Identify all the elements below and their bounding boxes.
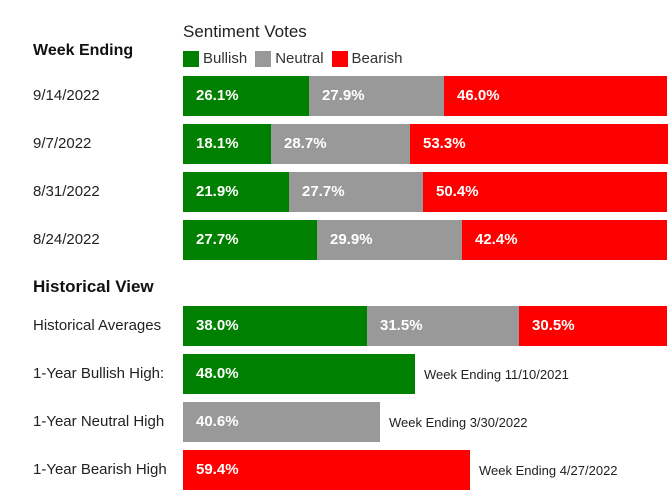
bar-segment-bearish [423,172,667,212]
bar-label-bearish: 46.0% [457,87,500,104]
historical-note: Week Ending 4/27/2022 [479,463,618,478]
historical-label-neutral: 40.6% [196,413,239,430]
legend-label-neutral: Neutral [275,50,324,67]
bar-segment-bearish [410,124,668,164]
bar-label-bullish: 18.1% [196,135,239,152]
bar-segment-bullish [183,220,317,260]
legend: Bullish Neutral Bearish [183,50,410,67]
legend-swatch-neutral [255,50,272,67]
historical-row-label: 1-Year Bullish High: [33,365,165,382]
historical-segment-neutral [183,402,380,442]
historical-label-bearish: 30.5% [532,317,575,334]
historical-label-bullish: 38.0% [196,317,239,334]
bar-label-neutral: 28.7% [284,135,327,152]
week-label: 9/7/2022 [33,135,92,152]
week-label: 8/24/2022 [33,231,100,248]
historical-segment-neutral [367,306,519,346]
legend-swatch-bearish [331,50,348,67]
historical-row-label: 1-Year Bearish High [33,461,167,478]
historical-view-header: Historical View [33,277,154,296]
historical-label-bullish: 48.0% [196,365,239,382]
bar-segment-neutral [289,172,423,212]
bar-segment-bearish [462,220,667,260]
bar-segment-bearish [444,76,667,116]
historical-row-label: 1-Year Neutral High [33,413,165,430]
historical-label-bearish: 59.4% [196,461,239,478]
week-label: 8/31/2022 [33,183,100,200]
bar-segment-bullish [183,76,309,116]
legend-title: Sentiment Votes [183,22,307,41]
bar-label-neutral: 29.9% [330,231,373,248]
bar-label-bearish: 42.4% [475,231,518,248]
bar-segment-bullish [183,172,289,212]
bar-label-bearish: 50.4% [436,183,479,200]
bar-label-bullish: 26.1% [196,87,239,104]
historical-label-neutral: 31.5% [380,317,423,334]
bar-segment-bullish [183,124,271,164]
week-label: 9/14/2022 [33,87,100,104]
historical-note: Week Ending 3/30/2022 [389,415,528,430]
historical-segment-bullish [183,354,415,394]
historical-segment-bullish [183,306,367,346]
historical-segment-bearish [183,450,470,490]
historical-row-label: Historical Averages [33,317,162,334]
bar-label-neutral: 27.7% [302,183,345,200]
legend-label-bullish: Bullish [203,50,248,67]
bar-segment-neutral [317,220,462,260]
historical-segment-bearish [519,306,667,346]
bar-label-bullish: 27.7% [196,231,239,248]
legend-label-bearish: Bearish [351,50,403,67]
bar-label-bearish: 53.3% [423,135,466,152]
bar-segment-neutral [309,76,444,116]
bar-label-bullish: 21.9% [196,183,239,200]
bar-segment-neutral [271,124,410,164]
bar-label-neutral: 27.9% [322,87,365,104]
historical-note: Week Ending 11/10/2021 [424,367,569,382]
legend-swatch-bullish [183,50,199,67]
week-ending-header: Week Ending [33,42,134,59]
